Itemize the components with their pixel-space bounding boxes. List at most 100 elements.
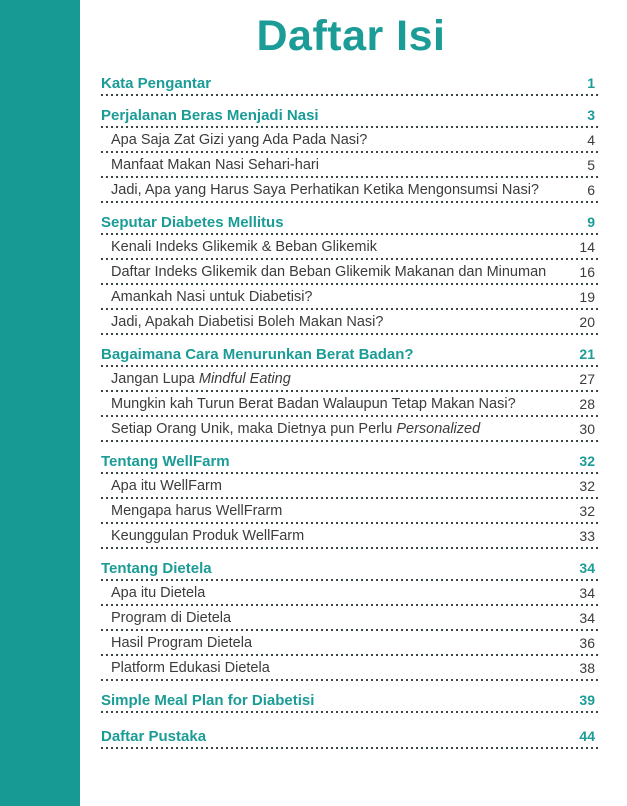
toc-entry-page: 27 (579, 371, 595, 387)
toc-entry-page: 21 (579, 346, 595, 362)
toc-entry-main: Keunggulan Produk WellFarm 33 (101, 529, 601, 544)
toc-entry-main: Mengapa harus WellFrarm 32 (101, 504, 601, 519)
toc-entry-label: Program di Dietela (111, 610, 232, 626)
toc-entry-main: Setiap Orang Unik, maka Dietnya pun Perl… (101, 422, 601, 437)
toc-entry-main: Daftar Pustaka 44 (101, 728, 601, 745)
toc-entry-label: Simple Meal Plan for Diabetisi (101, 692, 315, 709)
toc-entry[interactable]: Program di Dietela 34 (101, 611, 601, 631)
dotted-leader (101, 233, 601, 235)
toc-entry-label: Apa Saja Zat Gizi yang Ada Pada Nasi? (111, 132, 368, 148)
dotted-leader (101, 308, 601, 310)
dotted-leader (101, 283, 601, 285)
toc-entry-label: Apa itu WellFarm (111, 478, 222, 494)
dotted-leader (101, 604, 601, 606)
toc-entry[interactable]: Bagaimana Cara Menurunkan Berat Badan? 21 (101, 347, 601, 367)
dotted-leader (101, 522, 601, 524)
toc-entry-label: Setiap Orang Unik, maka Dietnya pun Perl… (111, 421, 481, 437)
toc-entry-page: 32 (579, 478, 595, 494)
toc-content: Daftar Isi Kata Pengantar 1 Perjalanan Ber… (101, 0, 601, 754)
toc-entry-main: Jangan Lupa Mindful Eating 27 (101, 372, 601, 387)
toc-entry-main: Kata Pengantar 1 (101, 75, 601, 92)
toc-entry-main: Program di Dietela 34 (101, 611, 601, 626)
dotted-leader (101, 201, 601, 203)
toc-entry-main: Daftar Indeks Glikemik dan Beban Glikemi… (101, 265, 601, 280)
toc-entry-page: 32 (579, 453, 595, 469)
toc-entry[interactable]: Apa itu Dietela 34 (101, 586, 601, 606)
toc-entry-label: Bagaimana Cara Menurunkan Berat Badan? (101, 346, 414, 363)
toc-entry[interactable]: Daftar Pustaka 44 (101, 729, 601, 749)
toc-entry[interactable]: Kenali Indeks Glikemik & Beban Glikemik 1… (101, 240, 601, 260)
toc-entry-page: 4 (587, 132, 595, 148)
toc-entry-page: 33 (579, 528, 595, 544)
toc-entry[interactable]: Jadi, Apakah Diabetisi Boleh Makan Nasi?… (101, 315, 601, 335)
toc-entry-page: 14 (579, 239, 595, 255)
toc-entry-page: 34 (579, 610, 595, 626)
toc-entry-label: Jadi, Apakah Diabetisi Boleh Makan Nasi? (111, 314, 384, 330)
toc-entry-main: Platform Edukasi Dietela 38 (101, 661, 601, 676)
toc-entry-page: 20 (579, 314, 595, 330)
toc-entry-page: 36 (579, 635, 595, 651)
dotted-leader (101, 365, 601, 367)
toc-entry-page: 5 (587, 157, 595, 173)
toc-entry[interactable]: Setiap Orang Unik, maka Dietnya pun Perl… (101, 422, 601, 442)
toc-entry[interactable]: Tentang Dietela 34 (101, 561, 601, 581)
dotted-leader (101, 94, 601, 96)
toc-entry[interactable]: Jangan Lupa Mindful Eating 27 (101, 372, 601, 392)
dotted-leader (101, 629, 601, 631)
toc-entry-label: Mungkin kah Turun Berat Badan Walaupun T… (111, 396, 516, 412)
toc-entry-label: Perjalanan Beras Menjadi Nasi (101, 107, 319, 124)
toc-entry-main: Manfaat Makan Nasi Sehari-hari 5 (101, 158, 601, 173)
toc-entry[interactable]: Tentang WellFarm 32 (101, 454, 601, 474)
toc-entry-page: 32 (579, 503, 595, 519)
toc-entry[interactable]: Mengapa harus WellFrarm 32 (101, 504, 601, 524)
toc-entry[interactable]: Apa Saja Zat Gizi yang Ada Pada Nasi? 4 (101, 133, 601, 153)
toc-entry[interactable]: Amankah Nasi untuk Diabetisi? 19 (101, 290, 601, 310)
toc-entry-page: 34 (579, 560, 595, 576)
dotted-leader (101, 654, 601, 656)
toc-entry-page: 1 (587, 75, 595, 91)
toc-entry[interactable]: Manfaat Makan Nasi Sehari-hari 5 (101, 158, 601, 178)
dotted-leader (101, 151, 601, 153)
page-title: Daftar Isi (256, 12, 446, 60)
toc-entry-label: Daftar Pustaka (101, 728, 207, 745)
toc-entry-main: Mungkin kah Turun Berat Badan Walaupun T… (101, 397, 601, 412)
toc-entry-page: 30 (579, 421, 595, 437)
toc-entry-page: 38 (579, 660, 595, 676)
toc-entry-label: Tentang WellFarm (101, 453, 230, 470)
toc-entry[interactable]: Perjalanan Beras Menjadi Nasi 3 (101, 108, 601, 128)
toc-entry-label: Manfaat Makan Nasi Sehari-hari (111, 157, 319, 173)
toc-entry-label: Apa itu Dietela (111, 585, 206, 601)
toc-entry[interactable]: Apa itu WellFarm 32 (101, 479, 601, 499)
toc-entry-label: Jangan Lupa Mindful Eating (111, 371, 291, 387)
toc-entry-label: Jadi, Apa yang Harus Saya Perhatikan Ket… (111, 182, 539, 198)
toc-entry[interactable]: Kata Pengantar 1 (101, 76, 601, 96)
toc-entry-main: Tentang Dietela 34 (101, 560, 601, 577)
toc-entry-main: Hasil Program Dietela 36 (101, 636, 601, 651)
toc-entry-label: Keunggulan Produk WellFarm (111, 528, 305, 544)
toc-entry-main: Seputar Diabetes Mellitus 9 (101, 214, 601, 231)
toc-entry-label: Platform Edukasi Dietela (111, 660, 270, 676)
toc-entry-page: 28 (579, 396, 595, 412)
toc-entry-page: 9 (587, 214, 595, 230)
dotted-leader (101, 390, 601, 392)
dotted-leader (101, 679, 601, 681)
toc-entry-label: Kenali Indeks Glikemik & Beban Glikemik (111, 239, 377, 255)
dotted-leader (101, 579, 601, 581)
toc-entry-label: Amankah Nasi untuk Diabetisi? (111, 289, 313, 305)
toc-entry[interactable]: Keunggulan Produk WellFarm 33 (101, 529, 601, 549)
toc-entry-main: Perjalanan Beras Menjadi Nasi 3 (101, 107, 601, 124)
toc-entry-page: 6 (587, 182, 595, 198)
toc-entry-label: Kata Pengantar (101, 75, 212, 92)
toc-entry[interactable]: Seputar Diabetes Mellitus 9 (101, 215, 601, 235)
toc-entry[interactable]: Jadi, Apa yang Harus Saya Perhatikan Ket… (101, 183, 601, 203)
toc-entry[interactable]: Simple Meal Plan for Diabetisi 39 (101, 693, 601, 713)
toc-entry[interactable]: Mungkin kah Turun Berat Badan Walaupun T… (101, 397, 601, 417)
toc-entry-main: Jadi, Apa yang Harus Saya Perhatikan Ket… (101, 183, 601, 198)
toc-entry-label: Tentang Dietela (101, 560, 212, 577)
dotted-leader (101, 333, 601, 335)
toc-entry[interactable]: Platform Edukasi Dietela 38 (101, 661, 601, 681)
toc-entry[interactable]: Daftar Indeks Glikemik dan Beban Glikemi… (101, 265, 601, 285)
toc-entry[interactable]: Hasil Program Dietela 36 (101, 636, 601, 656)
toc-entry-main: Apa itu WellFarm 32 (101, 479, 601, 494)
